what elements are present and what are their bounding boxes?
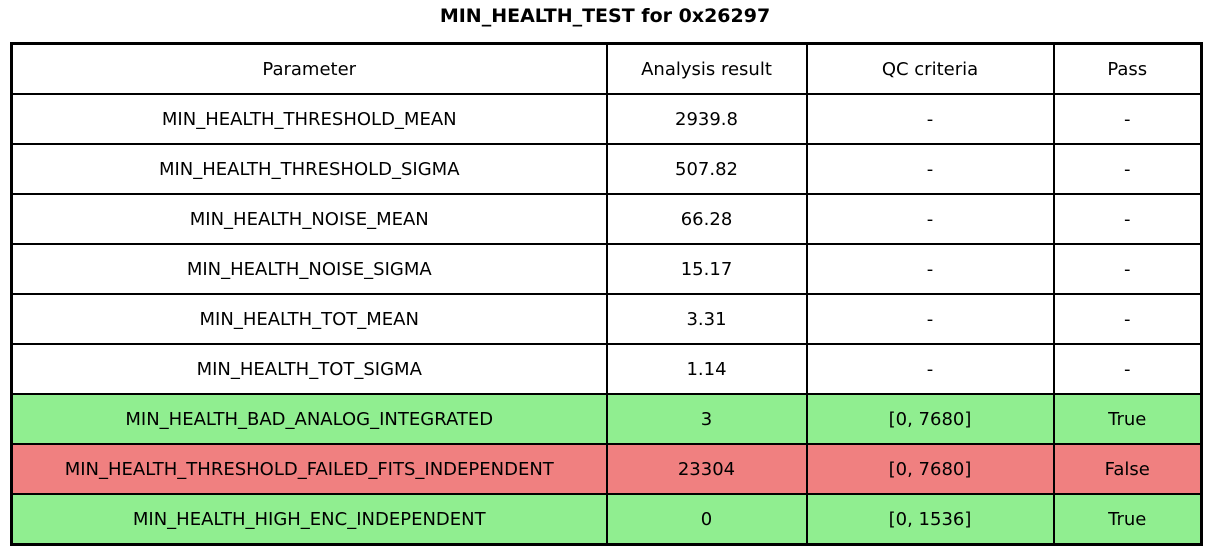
cell-qc-criteria: [0, 7680] xyxy=(805,443,1055,495)
cell-pass: - xyxy=(1052,143,1203,195)
cell-pass: - xyxy=(1052,343,1203,395)
column-header-qc-criteria: QC criteria xyxy=(805,42,1055,95)
table-row: MIN_HEALTH_BAD_ANALOG_INTEGRATED 3 [0, 7… xyxy=(10,393,1203,445)
cell-parameter: MIN_HEALTH_THRESHOLD_SIGMA xyxy=(10,143,608,195)
cell-parameter: MIN_HEALTH_TOT_SIGMA xyxy=(10,343,608,395)
column-header-pass: Pass xyxy=(1052,42,1203,95)
cell-pass: - xyxy=(1052,293,1203,345)
table-row: MIN_HEALTH_HIGH_ENC_INDEPENDENT 0 [0, 15… xyxy=(10,493,1203,546)
cell-qc-criteria: - xyxy=(805,343,1055,395)
cell-qc-criteria: - xyxy=(805,193,1055,245)
cell-parameter: MIN_HEALTH_BAD_ANALOG_INTEGRATED xyxy=(10,393,608,445)
qc-results-table: Parameter Analysis result QC criteria Pa… xyxy=(10,42,1203,546)
cell-qc-criteria: - xyxy=(805,243,1055,295)
cell-analysis-result: 3 xyxy=(605,393,808,445)
cell-pass: - xyxy=(1052,243,1203,295)
cell-parameter: MIN_HEALTH_HIGH_ENC_INDEPENDENT xyxy=(10,493,608,546)
cell-qc-criteria: - xyxy=(805,293,1055,345)
cell-qc-criteria: [0, 7680] xyxy=(805,393,1055,445)
table-header-row: Parameter Analysis result QC criteria Pa… xyxy=(10,42,1203,95)
cell-parameter: MIN_HEALTH_NOISE_MEAN xyxy=(10,193,608,245)
table-row: MIN_HEALTH_THRESHOLD_MEAN 2939.8 - - xyxy=(10,93,1203,145)
table-row: MIN_HEALTH_NOISE_SIGMA 15.17 - - xyxy=(10,243,1203,295)
table-row: MIN_HEALTH_THRESHOLD_FAILED_FITS_INDEPEN… xyxy=(10,443,1203,495)
cell-analysis-result: 66.28 xyxy=(605,193,808,245)
table-row: MIN_HEALTH_TOT_SIGMA 1.14 - - xyxy=(10,343,1203,395)
column-header-parameter: Parameter xyxy=(10,42,608,95)
cell-pass: - xyxy=(1052,193,1203,245)
table-row: MIN_HEALTH_TOT_MEAN 3.31 - - xyxy=(10,293,1203,345)
cell-analysis-result: 3.31 xyxy=(605,293,808,345)
cell-pass: True xyxy=(1052,493,1203,546)
cell-analysis-result: 507.82 xyxy=(605,143,808,195)
cell-parameter: MIN_HEALTH_TOT_MEAN xyxy=(10,293,608,345)
cell-pass: False xyxy=(1052,443,1203,495)
cell-analysis-result: 1.14 xyxy=(605,343,808,395)
cell-qc-criteria: - xyxy=(805,93,1055,145)
cell-analysis-result: 23304 xyxy=(605,443,808,495)
cell-analysis-result: 0 xyxy=(605,493,808,546)
cell-pass: True xyxy=(1052,393,1203,445)
table-row: MIN_HEALTH_NOISE_MEAN 66.28 - - xyxy=(10,193,1203,245)
cell-qc-criteria: - xyxy=(805,143,1055,195)
table-row: MIN_HEALTH_THRESHOLD_SIGMA 507.82 - - xyxy=(10,143,1203,195)
page-title: MIN_HEALTH_TEST for 0x26297 xyxy=(439,5,771,27)
cell-analysis-result: 15.17 xyxy=(605,243,808,295)
cell-pass: - xyxy=(1052,93,1203,145)
cell-parameter: MIN_HEALTH_THRESHOLD_FAILED_FITS_INDEPEN… xyxy=(10,443,608,495)
column-header-analysis-result: Analysis result xyxy=(605,42,808,95)
cell-parameter: MIN_HEALTH_THRESHOLD_MEAN xyxy=(10,93,608,145)
cell-qc-criteria: [0, 1536] xyxy=(805,493,1055,546)
cell-parameter: MIN_HEALTH_NOISE_SIGMA xyxy=(10,243,608,295)
cell-analysis-result: 2939.8 xyxy=(605,93,808,145)
